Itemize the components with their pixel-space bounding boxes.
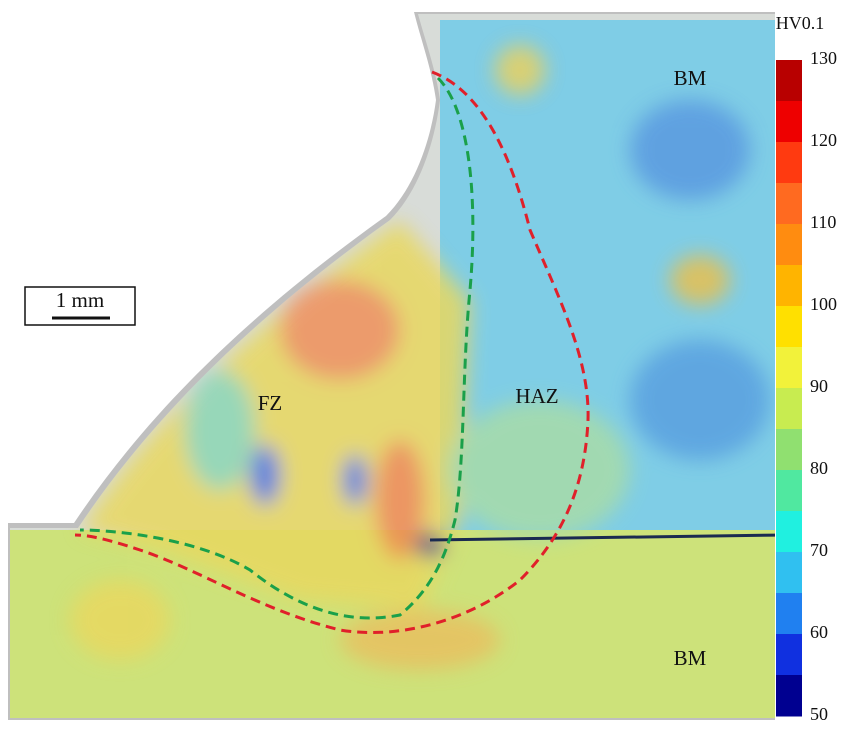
- region-label: FZ: [258, 391, 283, 415]
- colorbar-segment: [776, 388, 802, 430]
- colorbar-segment: [776, 183, 802, 225]
- colorbar-segment: [776, 429, 802, 471]
- colorbar-segment: [776, 142, 802, 184]
- region-label: HAZ: [515, 384, 558, 408]
- colorbar-segment: [776, 347, 802, 389]
- colorbar-title: HV0.1: [776, 13, 825, 33]
- colorbar-tick-label: 60: [810, 622, 828, 642]
- colorbar-tick-label: 110: [810, 212, 836, 232]
- colorbar-segment: [776, 224, 802, 266]
- colorbar: HV0.1 130 120 110 100 90 80 70 60 50: [776, 13, 837, 724]
- colorbar-segment: [776, 470, 802, 512]
- colorbar-tick-label: 130: [810, 48, 837, 68]
- colorbar-segment: [776, 60, 802, 102]
- colorbar-tick-label: 100: [810, 294, 837, 314]
- colorbar-segment: [776, 675, 802, 717]
- colorbar-tick-label: 70: [810, 540, 828, 560]
- colorbar-segment: [776, 265, 802, 307]
- colorbar-segment: [776, 511, 802, 553]
- fz-boundary: [79, 76, 475, 620]
- colorbar-tick-label: 80: [810, 458, 828, 478]
- colorbar-segment: [776, 634, 802, 676]
- colorbar-segment: [776, 306, 802, 348]
- colorbar-segment: [776, 593, 802, 635]
- colorbar-tick-label: 50: [810, 704, 828, 724]
- colorbar-tick-label: 90: [810, 376, 828, 396]
- scale-bar-label: 1 mm: [56, 288, 104, 312]
- colorbar-tick-label: 120: [810, 130, 837, 150]
- colorbar-segment: [776, 101, 802, 143]
- hardness-overlay: [10, 14, 775, 718]
- colorbar-segment: [776, 552, 802, 594]
- region-label: BM: [674, 66, 707, 90]
- haz-boundary: [74, 70, 590, 634]
- region-label: BM: [674, 646, 707, 670]
